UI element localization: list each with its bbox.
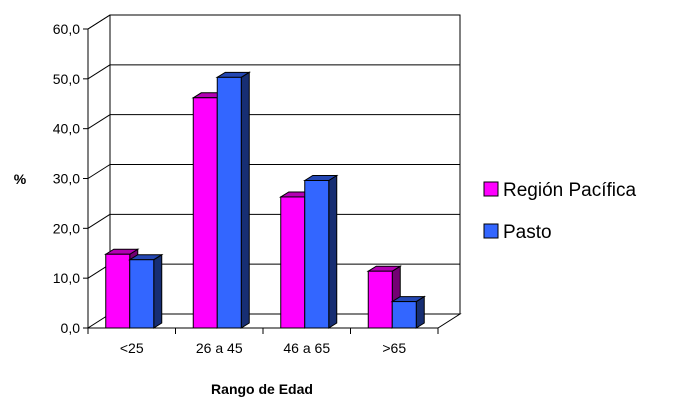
- x-tick-label: 46 a 65: [283, 340, 330, 356]
- legend-label: Región Pacífica: [503, 180, 637, 201]
- x-axis-title: Rango de Edad: [211, 381, 313, 397]
- y-tick-label: 60,0: [53, 21, 80, 37]
- bar-front: [367, 270, 393, 329]
- bars: [104, 71, 426, 329]
- gridline-diagonal: [87, 164, 111, 179]
- bar-front: [192, 97, 218, 329]
- bar: [390, 295, 426, 329]
- gridline-diagonal: [87, 114, 111, 130]
- y-axis-title: %: [14, 171, 27, 187]
- axes: [83, 14, 439, 334]
- legend-swatch: [483, 181, 499, 197]
- y-tick-label: 50,0: [53, 71, 80, 87]
- y-tick-label: 30,0: [53, 171, 80, 187]
- bar-front: [129, 259, 155, 329]
- bar: [303, 174, 339, 329]
- bar-front: [304, 179, 330, 329]
- x-tick-label: >65: [382, 340, 406, 356]
- bar-side: [328, 174, 338, 329]
- bar-side: [240, 71, 250, 329]
- y-tick-label: 40,0: [53, 121, 80, 137]
- bar-side: [153, 253, 163, 329]
- x-tick-label: <25: [120, 340, 144, 356]
- bar: [366, 265, 402, 329]
- bar-front: [105, 253, 131, 329]
- y-tick-label: 0,0: [61, 320, 81, 336]
- y-tick-label: 20,0: [53, 220, 80, 236]
- gridlines: [87, 14, 460, 279]
- bar: [128, 253, 164, 329]
- wall-top-edge: [87, 14, 111, 30]
- gridline-diagonal: [87, 213, 111, 229]
- bar-front: [216, 76, 242, 329]
- bar-front: [391, 301, 417, 329]
- y-tick-label: 10,0: [53, 270, 80, 286]
- gridline-diagonal: [87, 64, 111, 80]
- bar-front: [280, 196, 306, 329]
- bar: [215, 71, 251, 329]
- y-tick-labels: 0,0 10,0 20,0 30,0 40,0 50,0 60,0: [53, 21, 80, 336]
- x-tick-labels: <25 26 a 45 46 a 65 >65: [120, 340, 406, 356]
- legend: Región Pacífica Pasto: [483, 180, 637, 243]
- legend-label: Pasto: [503, 222, 552, 243]
- legend-swatch: [483, 223, 499, 239]
- x-tick-label: 26 a 45: [196, 340, 243, 356]
